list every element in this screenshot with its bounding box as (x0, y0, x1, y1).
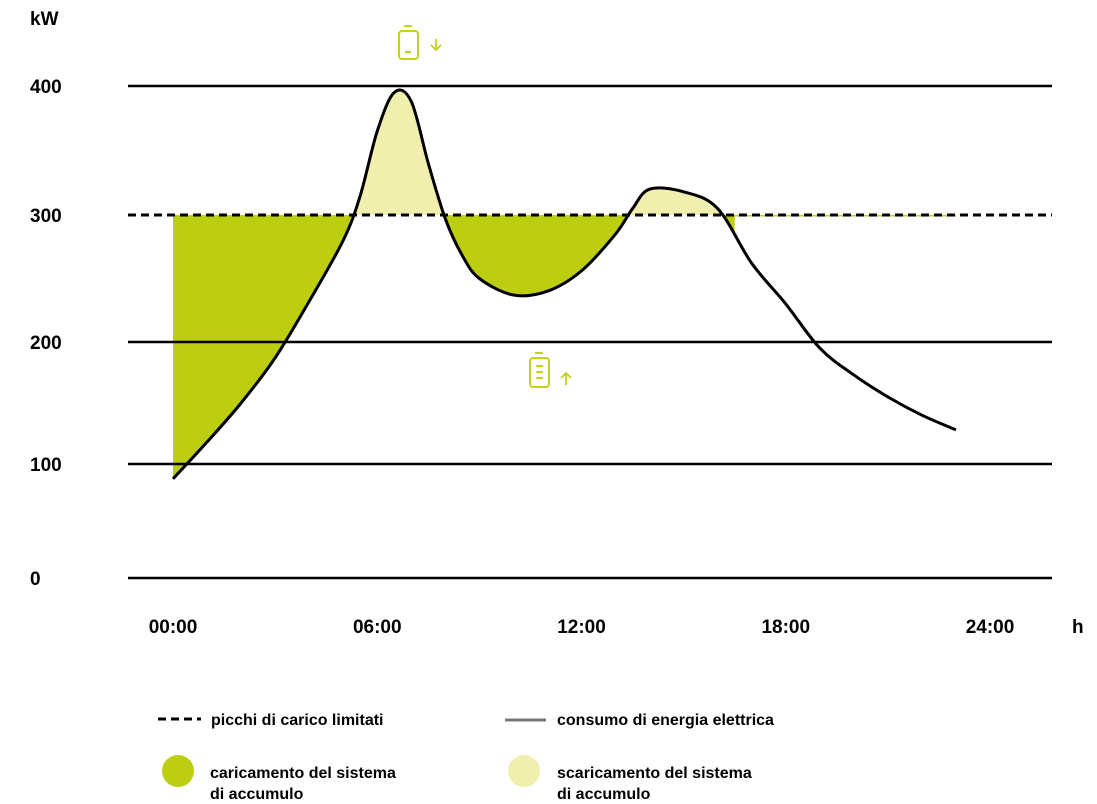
legend-item-peak-limit: picchi di carico limitati (158, 712, 384, 729)
legend-item-charging: caricamento del sistema di accumulo (162, 755, 396, 803)
legend-label-line-1: caricamento del sistema (210, 765, 396, 782)
legend-item-discharging: scaricamento del sistema di accumulo (508, 755, 752, 803)
x-tick-label: 18:00 (761, 617, 810, 638)
legend-discharge-swatch (508, 755, 540, 787)
battery-charge-icon (529, 352, 572, 388)
legend-label: consumo di energia elettrica (557, 712, 774, 729)
x-tick-label: 24:00 (966, 617, 1015, 638)
discharging-area (173, 90, 956, 215)
y-tick-label: 300 (30, 206, 62, 227)
unfilled-evening-region (734, 216, 1072, 617)
legend-label-line-2: di accumulo (210, 786, 304, 803)
y-tick-label: 400 (30, 77, 62, 98)
legend-label-line-2: di accumulo (557, 786, 651, 803)
y-axis-tick-labels: 0 100 200 300 400 (30, 77, 62, 590)
storage-fill-areas (173, 90, 1072, 617)
legend-charge-swatch (162, 755, 194, 787)
x-tick-label: 06:00 (353, 617, 402, 638)
y-tick-label: 200 (30, 333, 62, 354)
x-tick-label: 00:00 (149, 617, 198, 638)
y-axis-unit-label: kW (30, 9, 59, 30)
battery-discharge-icon (398, 25, 442, 60)
x-tick-label: 12:00 (557, 617, 606, 638)
consumption-line (171, 88, 957, 480)
consumption-curve-layer (171, 88, 957, 480)
y-tick-label: 0 (30, 569, 41, 590)
legend: picchi di carico limitati consumo di ene… (158, 712, 774, 803)
gridlines (128, 84, 1052, 580)
legend-label: picchi di carico limitati (211, 712, 384, 729)
y-tick-label: 100 (30, 455, 62, 476)
x-axis-tick-labels: 00:00 06:00 12:00 18:00 24:00 (149, 617, 1015, 638)
legend-label-line-1: scaricamento del sistema (557, 765, 752, 782)
legend-item-consumption: consumo di energia elettrica (505, 712, 774, 729)
x-axis-unit-label: h (1072, 617, 1084, 638)
